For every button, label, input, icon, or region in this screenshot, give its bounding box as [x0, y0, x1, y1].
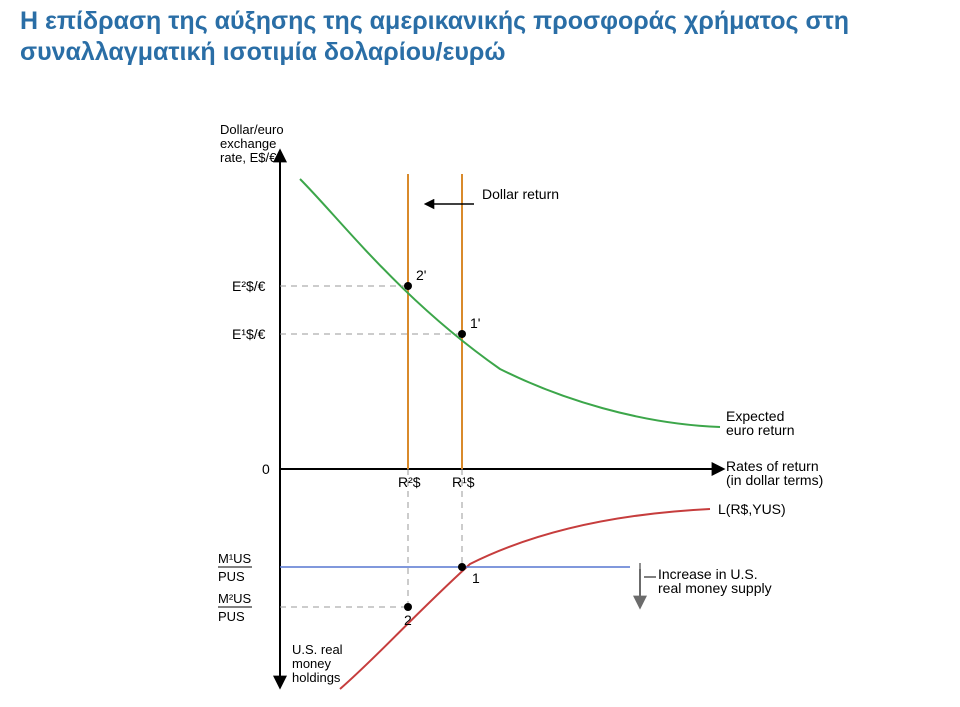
expected-euro-return-curve: [300, 179, 720, 427]
R1-axis-label: R¹$: [452, 474, 475, 490]
bottom-y-axis-label: U.S. real: [292, 642, 343, 657]
point-1-label: 1: [472, 570, 480, 586]
point-1-prime-label: 1': [470, 315, 480, 331]
dollar-return-label: Dollar return: [482, 186, 559, 202]
top-y-axis-label: Dollar/euro: [220, 122, 284, 137]
expected-euro-return-label: euro return: [726, 422, 794, 438]
point-2-label: 2: [404, 612, 412, 628]
money-demand-label: L(R$,YUS): [718, 501, 786, 517]
bottom-y-axis-label: holdings: [292, 670, 341, 685]
E2-axis-label: E²$/€: [232, 278, 266, 294]
M1-over-P-num: M¹US: [218, 551, 252, 566]
M2-over-P-den: PUS: [218, 609, 245, 624]
bottom-y-axis-label: money: [292, 656, 332, 671]
top-y-axis-label: rate, E$/€: [220, 150, 277, 165]
economics-diagram: Dollar/euroexchangerate, E$/€ Dollar retu…: [0, 69, 960, 707]
point-2: [404, 603, 412, 611]
top-x-axis-label: (in dollar terms): [726, 472, 823, 488]
chart-container: Dollar/euroexchangerate, E$/€ Dollar retu…: [0, 69, 960, 707]
M2-over-P-num: M²US: [218, 591, 252, 606]
point-1-prime: [458, 330, 466, 338]
origin-zero-label: 0: [262, 461, 270, 477]
point-1: [458, 563, 466, 571]
E1-axis-label: E¹$/€: [232, 326, 266, 342]
point-2-prime: [404, 282, 412, 290]
page-title: Η επίδραση της αύξησης της αμερικανικής …: [0, 0, 960, 69]
R2-axis-label: R²$: [398, 474, 421, 490]
top-y-axis-label: exchange: [220, 136, 276, 151]
money-demand-curve: [340, 509, 710, 689]
increase-money-supply-label: real money supply: [658, 580, 772, 596]
point-2-prime-label: 2': [416, 267, 426, 283]
M1-over-P-den: PUS: [218, 569, 245, 584]
